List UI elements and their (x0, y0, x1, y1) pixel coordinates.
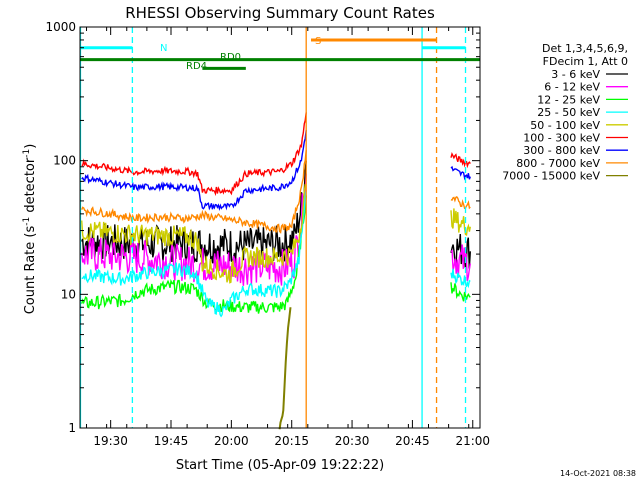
legend-label-3: 25 - 50 keV (537, 106, 600, 119)
legend-label-7: 800 - 7000 keV (516, 157, 600, 170)
series-line-2-seg-1 (450, 282, 471, 302)
timestamp: 14-Oct-2021 08:38 (560, 469, 636, 478)
x-tick-label-3: 20:15 (274, 434, 309, 448)
flag-N-label: N (160, 43, 167, 54)
series-line-2-seg-0 (81, 195, 307, 314)
y-axis-label: Count Rate (s-1 detector-1) (22, 144, 38, 315)
plot-area: N S RD0 RD4 19:30 19:45 20:00 20:15 20:30 20:45 21… (45, 20, 490, 448)
series-line-8-seg-0 (278, 307, 292, 430)
legend-header-0: Det 1,3,4,5,6,9, (542, 42, 628, 55)
series-line-7-seg-1 (450, 195, 471, 210)
series-line-4-seg-1 (450, 208, 471, 237)
x-tick-label-1: 19:45 (154, 434, 189, 448)
series-line-0-seg-0 (81, 160, 307, 264)
y-axis-label-sup2: -1 (22, 149, 32, 158)
series-line-5-seg-1 (450, 151, 471, 169)
x-tick-label-5: 20:45 (395, 434, 430, 448)
series-line-5-seg-0 (81, 112, 307, 197)
legend-label-8: 7000 - 15000 keV (502, 170, 600, 183)
chart-title: RHESSI Observing Summary Count Rates (125, 4, 435, 22)
x-tick-label-4: 20:30 (335, 434, 370, 448)
y-tick-label-3: 1000 (45, 20, 76, 34)
y-axis-label-main: Count Rate (s (23, 226, 38, 315)
x-tick-label-2: 20:00 (214, 434, 249, 448)
series-line-3-seg-1 (450, 268, 471, 289)
series-line-7-seg-0 (81, 150, 307, 234)
y-tick-label-1: 10 (61, 287, 76, 301)
y-tick-label-0: 1 (68, 421, 76, 435)
y-tick-label-2: 100 (53, 154, 76, 168)
plot-frame (79, 26, 481, 429)
flag-RD0-label: RD0 (220, 52, 241, 63)
legend-label-2: 12 - 25 keV (537, 93, 600, 106)
legend-label-1: 6 - 12 keV (544, 81, 600, 94)
legend: Det 1,3,4,5,6,9,FDecim 1, Att 03 - 6 keV… (502, 42, 628, 183)
legend-header-1: FDecim 1, Att 0 (543, 55, 628, 68)
series-line-3-seg-0 (81, 190, 307, 318)
x-tick-label-6: 21:00 (455, 434, 490, 448)
x-tick-label-0: 19:30 (93, 434, 128, 448)
series-line-6-seg-1 (450, 165, 471, 181)
flag-RD4-label: RD4 (186, 61, 207, 72)
y-axis-label-mid: detector (23, 157, 38, 217)
flag-S-label: S (315, 36, 321, 47)
series-line-4-seg-0 (81, 183, 307, 284)
x-axis-label: Start Time (05-Apr-09 19:22:22) (176, 458, 384, 473)
y-axis-label-end: ) (23, 144, 38, 149)
series-line-1-seg-1 (450, 244, 471, 282)
legend-label-6: 300 - 800 keV (523, 144, 600, 157)
y-axis-label-sup1: -1 (22, 217, 32, 226)
legend-label-5: 100 - 300 keV (523, 132, 600, 145)
legend-label-4: 50 - 100 keV (530, 119, 600, 132)
series-line-6-seg-0 (81, 129, 307, 211)
legend-label-0: 3 - 6 keV (551, 68, 600, 81)
series-line-0-seg-1 (450, 233, 471, 269)
